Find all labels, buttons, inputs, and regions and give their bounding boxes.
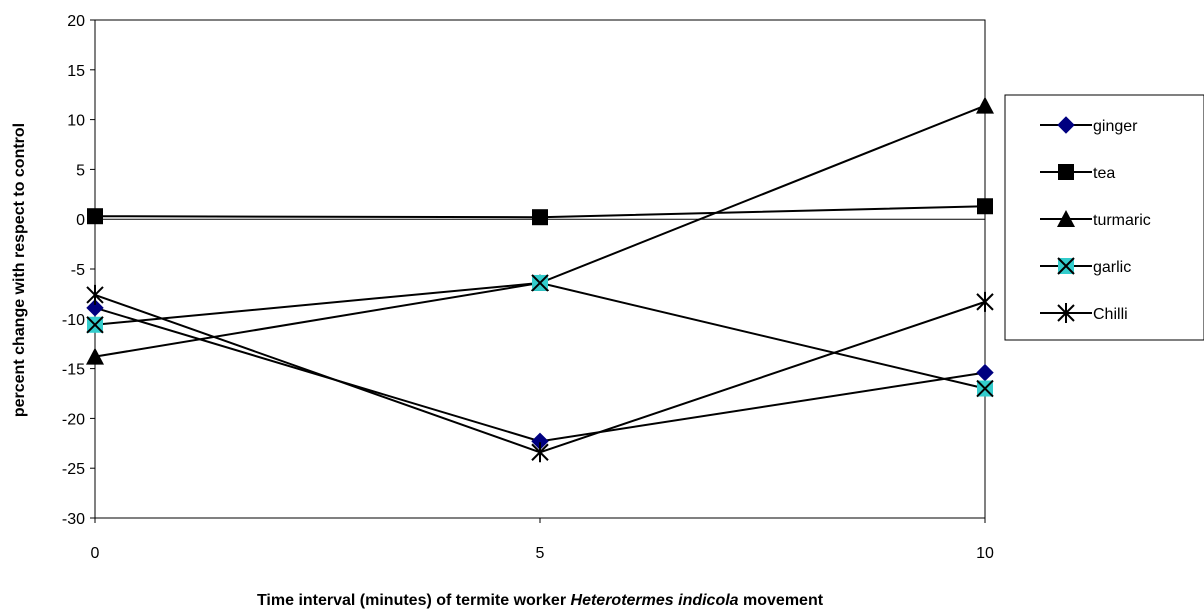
marker-shape xyxy=(532,209,548,226)
y-tick-label: -25 xyxy=(62,461,85,478)
marker-shape xyxy=(86,299,104,317)
marker xyxy=(532,209,548,226)
legend-label: turmaric xyxy=(1093,212,1151,229)
marker xyxy=(531,442,549,463)
x-axis-label: Time interval (minutes) of termite worke… xyxy=(257,592,824,609)
legend-label: tea xyxy=(1093,165,1115,182)
x-axis-label-part: Time interval (minutes) of termite worke… xyxy=(257,592,566,609)
marker-shape xyxy=(87,208,103,225)
marker xyxy=(1057,116,1075,134)
marker-shape xyxy=(977,198,993,215)
marker xyxy=(1058,164,1074,180)
marker xyxy=(86,316,104,334)
marker xyxy=(87,208,103,225)
y-tick-label: 20 xyxy=(67,13,85,30)
marker-shape xyxy=(86,316,104,334)
y-axis-label: percent change with respect to control xyxy=(11,123,28,417)
y-tick-label: 0 xyxy=(76,212,85,229)
marker xyxy=(1057,303,1075,323)
marker-shape xyxy=(531,274,549,292)
series-line xyxy=(94,281,986,390)
marker xyxy=(86,284,104,305)
marker-shape xyxy=(1057,210,1075,227)
marker-shape xyxy=(86,284,104,305)
marker-shape xyxy=(1057,116,1075,134)
marker-shape xyxy=(976,363,994,382)
series-line xyxy=(94,306,986,443)
marker-shape xyxy=(976,291,994,312)
legend-label: garlic xyxy=(1093,259,1131,276)
y-tick-label: 15 xyxy=(67,63,85,80)
marker xyxy=(1057,257,1075,275)
marker xyxy=(976,291,994,312)
marker xyxy=(86,347,104,365)
marker xyxy=(976,379,994,398)
marker-shape xyxy=(531,442,549,463)
y-tick-label: -10 xyxy=(62,312,85,329)
y-tick-label: -5 xyxy=(71,262,85,279)
series-line xyxy=(94,293,986,454)
x-tick-label: 0 xyxy=(91,545,100,562)
marker-shape xyxy=(976,96,994,114)
x-tick-label: 10 xyxy=(976,545,994,562)
legend-label: ginger xyxy=(1093,118,1138,135)
y-tick-label: 5 xyxy=(76,162,85,179)
marker xyxy=(976,363,994,382)
y-tick-label: -30 xyxy=(62,511,85,528)
y-tick-label: 10 xyxy=(67,113,85,130)
series-line xyxy=(94,104,986,358)
x-axis-label-species: Heterotermes indicola xyxy=(571,592,739,609)
marker xyxy=(1057,210,1075,227)
marker-shape xyxy=(1058,164,1074,180)
marker xyxy=(977,198,993,215)
y-tick-label: -20 xyxy=(62,411,85,428)
x-tick-label: 5 xyxy=(536,545,545,562)
legend-box xyxy=(1004,94,1204,341)
marker-shape xyxy=(86,347,104,365)
marker-shape xyxy=(1057,303,1075,323)
y-tick-label: -15 xyxy=(62,362,85,379)
legend-label: Chilli xyxy=(1093,306,1128,323)
x-axis-label-part: movement xyxy=(743,592,824,609)
marker xyxy=(86,299,104,317)
marker-shape xyxy=(1057,257,1075,275)
marker-shape xyxy=(976,379,994,398)
marker xyxy=(531,274,549,292)
marker xyxy=(976,96,994,114)
